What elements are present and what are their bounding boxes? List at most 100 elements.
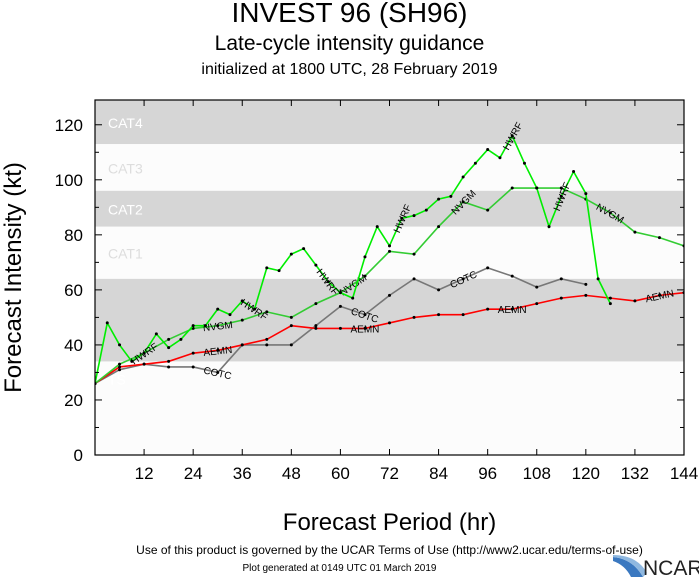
svg-text:NCAR: NCAR xyxy=(643,557,699,577)
data-point-hwrf xyxy=(240,299,244,303)
data-point-hwrf xyxy=(216,307,220,311)
data-point-hwrf xyxy=(424,208,428,212)
data-point-aemn xyxy=(265,337,269,341)
data-point-aemn xyxy=(559,296,563,300)
y-tick-label: 60 xyxy=(64,281,83,300)
data-point-hwrf xyxy=(326,280,330,284)
data-point-hwrf xyxy=(547,225,551,229)
data-point-cotc xyxy=(363,313,367,317)
band-label-cat2: CAT2 xyxy=(108,202,143,218)
data-point-aemn xyxy=(363,326,367,330)
data-point-cotc xyxy=(584,282,588,286)
data-point-hwrf xyxy=(375,225,379,229)
data-point-nvgm xyxy=(167,337,171,341)
y-tick-label: 100 xyxy=(55,171,83,190)
data-point-aemn xyxy=(216,348,220,352)
data-point-cotc xyxy=(216,370,220,374)
data-point-hwrf xyxy=(535,186,539,190)
data-point-hwrf xyxy=(437,197,441,201)
data-point-aemn xyxy=(142,362,146,366)
data-point-hwrf xyxy=(302,247,306,251)
data-point-cotc xyxy=(461,277,465,281)
data-point-cotc xyxy=(486,266,490,270)
data-point-aemn xyxy=(461,313,465,317)
data-point-hwrf xyxy=(203,324,207,328)
data-point-hwrf xyxy=(253,307,257,311)
data-point-hwrf xyxy=(351,296,355,300)
y-axis-label: Forecast Intensity (kt) xyxy=(0,162,27,393)
data-point-aemn xyxy=(510,307,514,311)
data-point-aemn xyxy=(167,359,171,363)
band-label-cat3: CAT3 xyxy=(108,160,143,176)
x-tick-label: 132 xyxy=(621,464,649,483)
data-point-hwrf xyxy=(461,175,465,179)
series-label-aemn: AEMN xyxy=(351,324,380,335)
data-point-nvgm xyxy=(314,302,318,306)
data-point-hwrf xyxy=(608,302,612,306)
data-point-aemn xyxy=(289,324,293,328)
data-point-nvgm xyxy=(608,211,612,215)
data-point-nvgm xyxy=(289,315,293,319)
data-point-nvgm xyxy=(461,200,465,204)
band-label-cat4: CAT4 xyxy=(108,115,143,131)
data-point-cotc xyxy=(338,304,342,308)
data-point-aemn xyxy=(240,343,244,347)
data-point-nvgm xyxy=(633,230,637,234)
x-tick-label: 36 xyxy=(233,464,252,483)
data-point-hwrf xyxy=(559,194,563,198)
data-point-hwrf xyxy=(572,170,576,174)
data-point-hwrf xyxy=(277,269,281,273)
band-label-ts: TS xyxy=(108,371,126,387)
plot-background xyxy=(95,100,684,455)
data-point-hwrf xyxy=(118,343,122,347)
data-point-hwrf xyxy=(265,266,269,270)
chart-title: INVEST 96 (SH96) xyxy=(231,0,468,28)
generated-time: Plot generated at 0149 UTC 01 March 2019 xyxy=(242,563,437,574)
x-axis-label: Forecast Period (hr) xyxy=(283,509,496,536)
data-point-hwrf xyxy=(596,277,600,281)
data-point-aemn xyxy=(486,307,490,311)
data-point-aemn xyxy=(118,365,122,369)
data-point-cotc xyxy=(289,343,293,347)
data-point-aemn xyxy=(535,302,539,306)
data-point-hwrf xyxy=(510,134,514,138)
ncar-logo: NCAR xyxy=(613,555,699,577)
data-point-hwrf xyxy=(473,161,477,165)
data-point-aemn xyxy=(657,293,661,297)
data-point-hwrf xyxy=(449,194,453,198)
data-point-cotc xyxy=(167,365,171,369)
data-point-aemn xyxy=(338,326,342,330)
data-point-hwrf xyxy=(191,324,195,328)
x-tick-label: 96 xyxy=(478,464,497,483)
y-tick-label: 80 xyxy=(64,226,83,245)
data-point-aemn xyxy=(584,293,588,297)
data-point-hwrf xyxy=(388,244,391,248)
data-point-cotc xyxy=(265,343,269,347)
x-tick-label: 60 xyxy=(331,464,350,483)
data-point-hwrf xyxy=(154,332,158,336)
data-point-cotc xyxy=(191,365,195,369)
data-point-nvgm xyxy=(240,318,244,322)
data-point-hwrf xyxy=(105,321,109,325)
x-tick-label: 48 xyxy=(282,464,301,483)
series-label-aemn: AEMN xyxy=(498,305,527,316)
data-point-aemn xyxy=(633,299,637,303)
data-point-nvgm xyxy=(363,274,367,278)
data-point-cotc xyxy=(314,324,318,328)
data-point-nvgm xyxy=(265,310,269,314)
x-tick-label: 120 xyxy=(572,464,600,483)
data-point-cotc xyxy=(437,288,441,292)
data-point-nvgm xyxy=(657,236,661,240)
band-label-cat1: CAT1 xyxy=(108,246,143,262)
data-point-hwrf xyxy=(130,359,134,363)
data-point-cotc xyxy=(118,368,122,372)
data-point-nvgm xyxy=(559,186,563,190)
data-point-hwrf xyxy=(498,156,502,160)
data-point-aemn xyxy=(412,315,416,319)
data-point-aemn xyxy=(191,351,195,355)
data-point-hwrf xyxy=(584,192,588,196)
x-tick-label: 24 xyxy=(184,464,203,483)
series-label-nvgm: NVGM xyxy=(202,320,233,334)
